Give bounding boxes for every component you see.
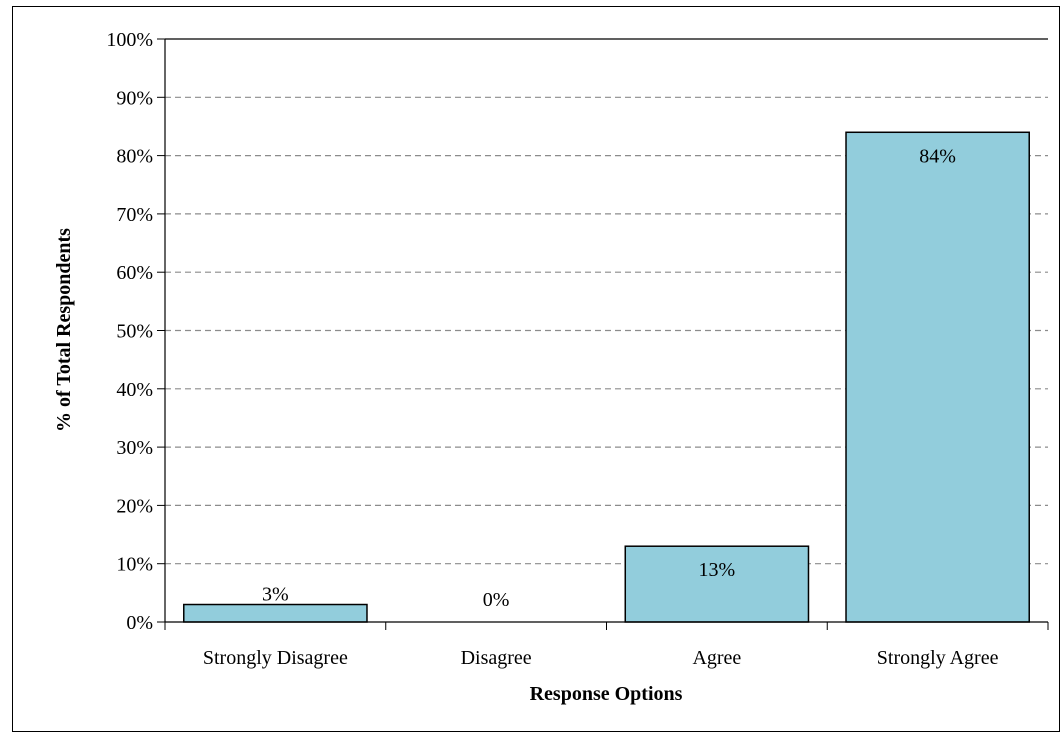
y-tick-label: 70% [116,204,153,226]
x-tick-label: Disagree [461,647,532,669]
y-tick-label: 100% [106,29,153,51]
y-tick-label: 40% [116,379,153,401]
x-tick-label: Agree [692,647,741,669]
y-tick-label: 20% [116,495,153,517]
y-tick-label: 0% [126,612,153,634]
data-label: 84% [919,145,956,167]
x-tick-label: Strongly Disagree [203,647,348,669]
data-label: 3% [262,584,289,606]
y-tick-label: 60% [116,262,153,284]
bars [183,131,1030,623]
x-axis-title: Response Options [530,683,683,705]
y-tick-label: 50% [116,321,153,343]
bar-strongly-agree [845,131,1030,623]
bar-strongly-disagree [183,603,368,623]
data-label: 13% [699,559,736,581]
y-tick-label: 80% [116,146,153,168]
x-tick-labels: Strongly Disagree Disagree Agree Strongly A… [203,647,999,669]
y-tick-label: 10% [116,554,153,576]
axes [157,38,1049,630]
y-tick-labels: 0% 10% 20% 30% 40% 50% 60% 70% 80% 90% 100% [106,29,153,634]
data-labels: 3% 0% 13% 84% [262,145,956,611]
y-tick-label: 30% [116,437,153,459]
x-tick-label: Strongly Agree [877,647,999,669]
bar-agree [624,545,810,623]
data-label: 0% [483,589,510,611]
y-axis-title: % of Total Respondents [53,228,75,432]
y-tick-label: 90% [116,87,153,109]
